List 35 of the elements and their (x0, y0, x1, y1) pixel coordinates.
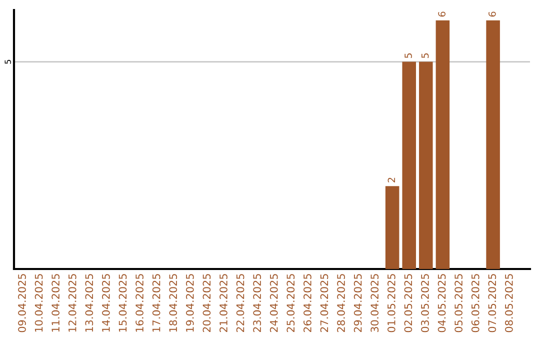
data-label: 6 (438, 12, 446, 17)
x-tick-label: 14.04.2025 (102, 274, 110, 332)
x-tick-label: 16.04.2025 (136, 274, 144, 332)
x-tick-label: 18.04.2025 (169, 274, 178, 332)
x-tick-label: 13.04.2025 (85, 274, 94, 332)
data-label: 5 (421, 53, 429, 58)
x-tick-label: 01.05.2025 (387, 274, 396, 332)
x-tick-label: 24.04.2025 (270, 274, 278, 332)
x-tick-label: 20.04.2025 (202, 274, 211, 332)
x-tick-label: 19.04.2025 (186, 274, 194, 332)
x-tick-label: 04.05.2025 (438, 274, 446, 332)
x-tick-label: 08.05.2025 (504, 274, 513, 332)
x-tick-label: 22.04.2025 (236, 274, 244, 332)
x-tick-label: 21.04.2025 (220, 274, 228, 332)
x-tick-label: 02.05.2025 (404, 274, 412, 332)
x-tick-label: 23.04.2025 (253, 274, 261, 332)
data-label: 6 (488, 12, 496, 17)
data-label: 2 (388, 178, 395, 182)
x-tick-label: 27.04.2025 (320, 274, 328, 332)
x-tick-label: 11.04.2025 (52, 274, 60, 332)
x-tick-label: 12.04.2025 (68, 274, 76, 332)
x-tick-label: 09.04.2025 (18, 274, 26, 332)
x-tick-label: 28.04.2025 (337, 274, 345, 332)
x-tick-label: 17.04.2025 (152, 274, 160, 332)
x-tick-label: 25.04.2025 (286, 274, 295, 332)
x-tick-label: 05.05.2025 (454, 274, 462, 332)
x-tick-label: 10.04.2025 (34, 274, 43, 332)
x-tick-label: 15.04.2025 (118, 274, 127, 332)
x-tick-label: 26.04.2025 (303, 274, 312, 332)
x-tick-label: 06.05.2025 (471, 274, 480, 332)
x-tick-label: 03.05.2025 (421, 274, 429, 332)
data-label: 5 (404, 53, 412, 58)
x-tick-label: 29.04.2025 (354, 274, 362, 332)
x-tick-label: 30.04.2025 (370, 274, 379, 332)
x-tick-label: 07.05.2025 (488, 274, 496, 332)
